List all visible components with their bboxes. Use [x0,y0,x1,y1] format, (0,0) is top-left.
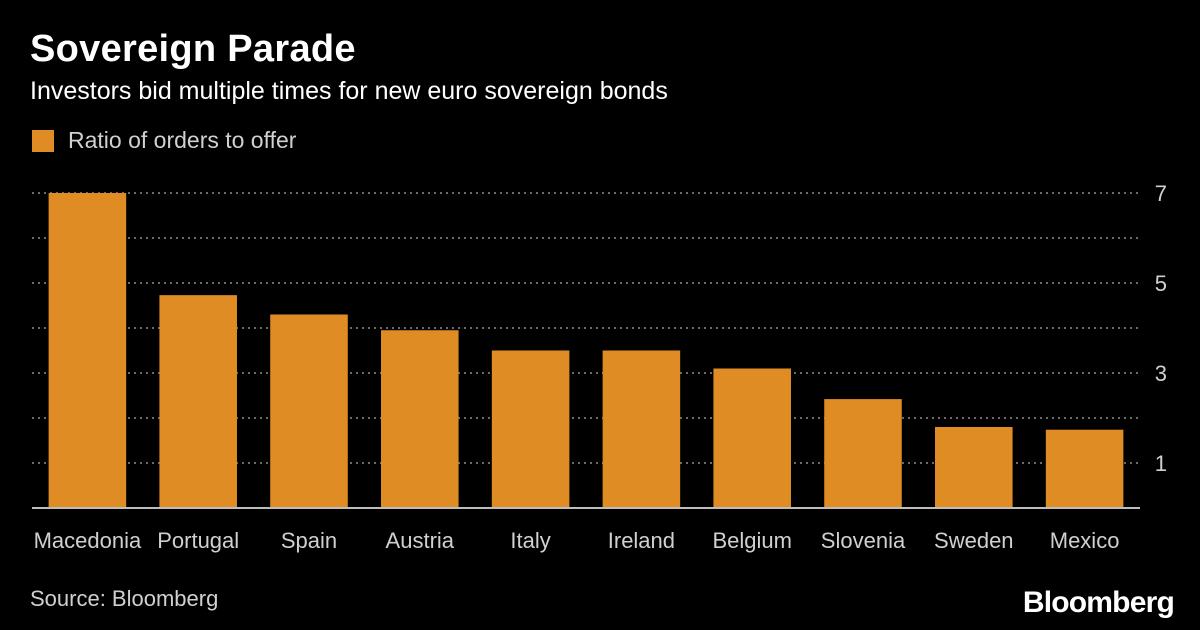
legend: Ratio of orders to offer [32,127,296,154]
bar-macedonia [48,193,127,508]
bar-sweden [935,427,1013,508]
bar-austria [381,330,459,508]
y-axis-ticks: 1 3 5 7 [1155,181,1167,476]
legend-swatch [32,129,54,152]
chart-subtitle: Investors bid multiple times for new eur… [30,77,668,105]
x-label-belgium: Belgium [712,528,791,553]
x-label-sweden: Sweden [934,528,1014,553]
x-label-spain: Spain [281,528,337,553]
gridlines [32,192,1140,464]
x-label-ireland: Ireland [608,528,675,553]
y-tick-label: 5 [1155,271,1167,296]
source-note: Source: Bloomberg [30,586,219,611]
x-label-austria: Austria [386,528,455,553]
bar-belgium [713,368,791,508]
bar-portugal [159,295,237,508]
bar-italy [491,350,570,508]
x-label-macedonia: Macedonia [34,528,142,553]
x-label-portugal: Portugal [157,528,239,553]
bloomberg-logo: Bloomberg [1022,586,1175,619]
x-label-slovenia: Slovenia [821,528,906,553]
y-tick-label: 1 [1155,451,1167,476]
bars [48,193,1124,508]
y-tick-label: 3 [1155,361,1167,386]
chart-title: Sovereign Parade [30,28,356,70]
legend-label: Ratio of orders to offer [68,127,297,153]
x-label-italy: Italy [510,528,550,553]
bar-spain [270,314,348,508]
bar-slovenia [824,399,902,508]
bar-ireland [602,350,681,508]
y-tick-label: 7 [1155,181,1167,206]
x-axis-labels: Macedonia Portugal Spain Austria Italy Irelan… [34,528,1120,553]
bar-mexico [1045,429,1124,508]
x-label-mexico: Mexico [1050,528,1120,553]
